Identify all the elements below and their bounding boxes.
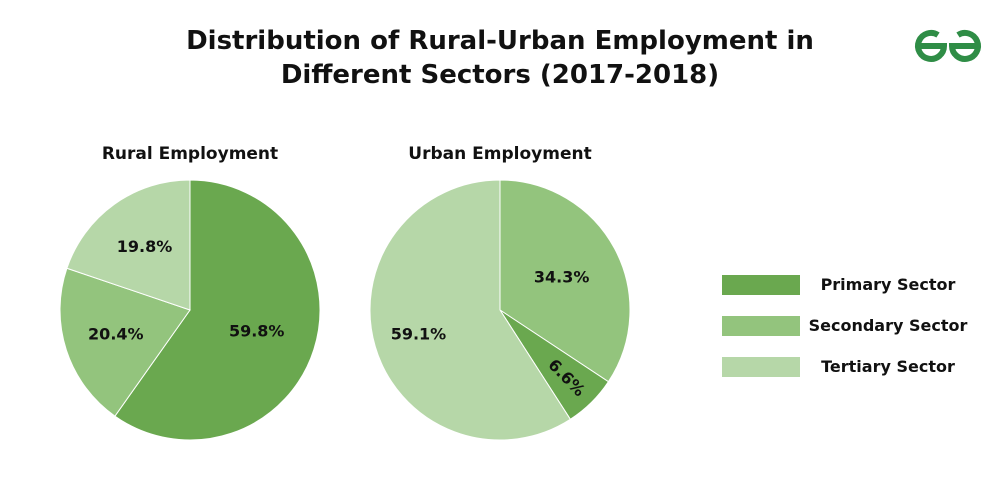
legend-item-secondary: Secondary Sector xyxy=(722,313,992,337)
geeksforgeeks-logo-icon xyxy=(915,30,981,62)
legend-label-secondary: Secondary Sector xyxy=(808,316,968,335)
rural-label-secondary: 20.4% xyxy=(88,325,144,344)
urban-label-tertiary: 59.1% xyxy=(391,324,447,343)
rural-label-primary: 59.8% xyxy=(229,322,285,341)
urban-employment-pie: 34.3%6.6%59.1% xyxy=(369,179,631,441)
rural-employment-pie: 59.8% 20.4% 19.8% xyxy=(59,179,321,441)
urban-slice-tertiary xyxy=(369,179,572,441)
chart-title: Distribution of Rural-Urban Employment i… xyxy=(150,24,850,92)
legend-swatch-primary xyxy=(722,275,800,295)
legend-swatch-tertiary xyxy=(722,357,800,377)
legend-item-tertiary: Tertiary Sector xyxy=(722,354,992,378)
legend-label-tertiary: Tertiary Sector xyxy=(821,357,955,376)
urban-pie-title: Urban Employment xyxy=(408,144,592,164)
chart-title-line-2: Different Sectors (2017-2018) xyxy=(280,60,720,90)
rural-slice-primary xyxy=(114,179,321,441)
rural-slice-tertiary xyxy=(66,179,191,311)
legend-item-primary: Primary Sector xyxy=(722,272,992,296)
legend-label-primary: Primary Sector xyxy=(820,275,956,294)
chart-title-line-1: Distribution of Rural-Urban Employment i… xyxy=(186,26,814,56)
rural-label-tertiary: 19.8% xyxy=(117,237,173,256)
rural-pie-title: Rural Employment xyxy=(101,144,279,164)
legend-swatch-secondary xyxy=(722,316,800,336)
rural-slice-secondary xyxy=(59,267,191,417)
urban-label-secondary: 34.3% xyxy=(534,267,590,286)
